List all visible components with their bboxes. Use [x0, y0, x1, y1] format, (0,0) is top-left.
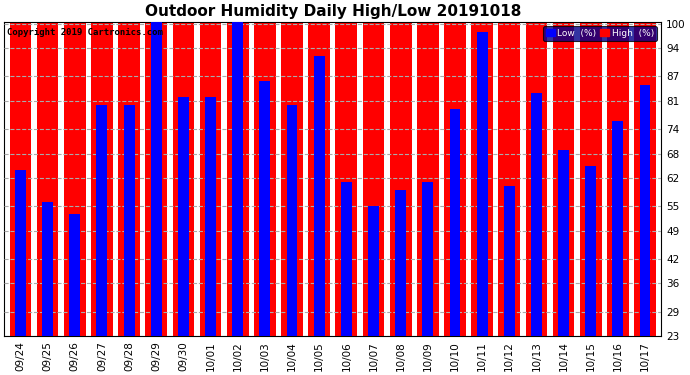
- Bar: [640, 85, 651, 336]
- Bar: [259, 81, 270, 336]
- Bar: [471, 0, 493, 336]
- Bar: [449, 109, 460, 336]
- Bar: [151, 0, 161, 336]
- Bar: [97, 105, 108, 336]
- Bar: [531, 93, 542, 336]
- Bar: [526, 0, 547, 336]
- Bar: [199, 0, 221, 336]
- Bar: [585, 166, 596, 336]
- Bar: [91, 0, 112, 336]
- Bar: [69, 214, 80, 336]
- Bar: [37, 0, 59, 336]
- Bar: [607, 0, 629, 336]
- Bar: [613, 121, 623, 336]
- Bar: [281, 0, 303, 336]
- Bar: [308, 0, 330, 336]
- Bar: [42, 202, 53, 336]
- Bar: [498, 0, 520, 336]
- Bar: [395, 190, 406, 336]
- Bar: [205, 97, 216, 336]
- Bar: [10, 0, 31, 336]
- Title: Outdoor Humidity Daily High/Low 20191018: Outdoor Humidity Daily High/Low 20191018: [145, 4, 521, 19]
- Text: Copyright 2019 Cartronics.com: Copyright 2019 Cartronics.com: [8, 28, 164, 37]
- Bar: [118, 0, 140, 336]
- Bar: [146, 0, 167, 336]
- Bar: [314, 56, 324, 336]
- Bar: [227, 0, 248, 336]
- Bar: [363, 0, 384, 336]
- Bar: [504, 186, 515, 336]
- Bar: [64, 0, 86, 336]
- Legend: Low  (%), High  (%): Low (%), High (%): [543, 26, 657, 40]
- Bar: [15, 170, 26, 336]
- Bar: [580, 0, 602, 336]
- Bar: [286, 105, 297, 336]
- Bar: [477, 32, 488, 336]
- Bar: [558, 150, 569, 336]
- Bar: [417, 0, 439, 336]
- Bar: [422, 182, 433, 336]
- Bar: [553, 0, 575, 336]
- Bar: [390, 0, 411, 336]
- Bar: [254, 0, 276, 336]
- Bar: [341, 182, 352, 336]
- Bar: [124, 105, 135, 336]
- Bar: [178, 97, 189, 336]
- Bar: [335, 0, 357, 336]
- Bar: [444, 0, 466, 336]
- Bar: [233, 0, 243, 336]
- Bar: [634, 0, 656, 336]
- Bar: [172, 0, 195, 336]
- Bar: [368, 206, 379, 336]
